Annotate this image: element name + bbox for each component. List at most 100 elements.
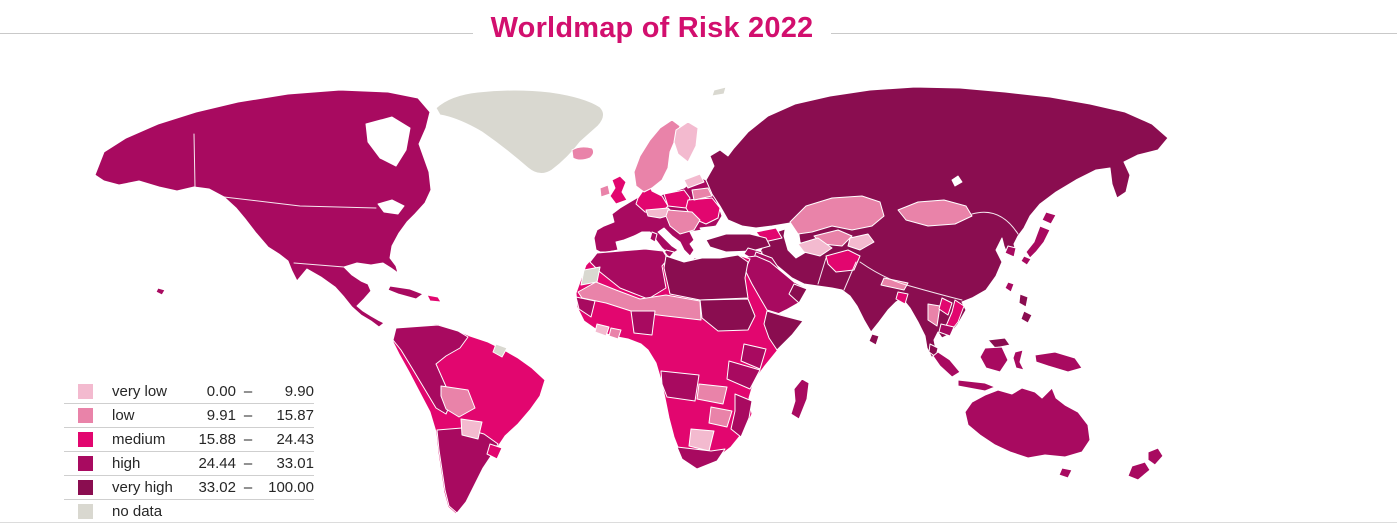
legend-label: no data <box>112 503 163 520</box>
region-iceland <box>571 146 595 161</box>
region-tasmania <box>1058 467 1073 479</box>
region-nepal <box>880 277 909 291</box>
region-borneo <box>979 346 1009 373</box>
region-south-africa <box>676 446 726 470</box>
map-legend: very low 0.00 – 9.90 low 9.91 – 15.87 me… <box>64 379 314 523</box>
legend-swatch-low <box>78 408 93 423</box>
legend-max: 9.90 <box>284 382 314 400</box>
region-south-korea <box>1004 245 1017 258</box>
region-oman <box>788 283 808 304</box>
region-zambia <box>696 383 728 405</box>
region-japan-hokkaido <box>1041 211 1057 225</box>
region-afghanistan <box>825 249 861 273</box>
region-new-zealand-south <box>1127 461 1151 481</box>
region-sahel <box>577 281 702 321</box>
region-new-zealand-north <box>1147 447 1164 466</box>
region-japan-kyushu <box>1020 255 1032 266</box>
region-chile-argentina <box>436 427 499 514</box>
region-java <box>957 379 996 392</box>
region-uruguay <box>486 443 503 460</box>
region-angola <box>660 370 700 402</box>
region-senegal-guinea <box>575 296 596 318</box>
legend-range-separator: – <box>243 382 253 400</box>
region-turkey <box>705 233 771 253</box>
legend-max: 24.43 <box>276 431 314 448</box>
region-kyrgyzstan-tajikistan <box>847 233 875 251</box>
legend-swatch-medium <box>78 432 93 447</box>
legend-swatch-high <box>78 456 93 471</box>
legend-range-separator: – <box>243 455 253 472</box>
legend-label: high <box>112 455 141 472</box>
legend-swatch-very-low <box>78 383 93 399</box>
region-north-america <box>94 89 432 328</box>
legend-swatch-no-data <box>78 504 93 519</box>
region-new-guinea <box>1034 351 1083 373</box>
region-greenland <box>435 89 604 174</box>
region-mozambique <box>730 393 753 438</box>
legend-max: 15.87 <box>276 407 314 424</box>
region-turkmenistan <box>797 237 833 257</box>
great-lakes <box>377 199 405 215</box>
legend-row-low: low 9.91 – 15.87 <box>64 403 314 427</box>
china-indochina-border <box>909 285 963 301</box>
region-french-guiana <box>492 343 508 358</box>
region-zimbabwe <box>708 406 733 428</box>
legend-label: low <box>112 407 135 424</box>
legend-range-separator: – <box>243 431 253 448</box>
legend-max: 100.00 <box>268 479 314 496</box>
region-madagascar <box>790 378 810 420</box>
legend-label: very high <box>112 479 173 496</box>
legend-swatch-very-high <box>78 480 93 495</box>
region-kenya <box>740 343 767 370</box>
legend-range-separator: – <box>243 407 253 424</box>
region-ivory-coast <box>594 323 610 337</box>
region-baltics <box>683 173 705 189</box>
region-paraguay <box>460 418 483 440</box>
india-pakistan-border <box>843 261 857 291</box>
legend-min: 24.44 <box>198 455 236 472</box>
legend-min: 15.88 <box>198 431 236 448</box>
region-bangladesh <box>895 291 909 305</box>
region-sumatra <box>932 351 961 378</box>
us-canada-border <box>223 196 377 209</box>
legend-label: medium <box>112 431 166 448</box>
legend-min: 33.02 <box>198 479 236 496</box>
region-kazakhstan <box>789 195 885 235</box>
legend-max: 33.01 <box>276 455 314 472</box>
legend-row-very-low: very low 0.00 – 9.90 <box>64 379 314 403</box>
region-australia <box>964 387 1091 459</box>
iran-pakistan-border <box>817 257 827 285</box>
bottom-rule <box>0 522 1397 523</box>
region-mongolia <box>897 199 973 227</box>
region-libya-egypt <box>663 254 749 301</box>
region-svalbard <box>711 86 727 97</box>
us-mexico-border <box>293 262 345 268</box>
region-malaysia-borneo <box>987 337 1011 349</box>
region-cuba <box>387 285 424 300</box>
region-taiwan <box>1004 281 1015 293</box>
region-nigeria <box>630 310 656 336</box>
title-wrap: Worldmap of Risk 2022 <box>0 12 1304 45</box>
legend-row-no-data: no data <box>64 499 314 523</box>
legend-min: 0.00 <box>206 382 236 400</box>
region-tanzania <box>726 360 761 390</box>
region-finland <box>673 121 699 163</box>
region-philippines-north <box>1018 293 1029 308</box>
region-ireland <box>599 184 611 198</box>
page-title: Worldmap of Risk 2022 <box>472 12 832 45</box>
region-japan-honshu <box>1025 225 1051 259</box>
russia-china-border <box>971 211 1019 235</box>
region-hispaniola <box>426 294 442 303</box>
region-united-kingdom <box>609 175 628 205</box>
region-hungary-romania-balkans <box>665 209 701 235</box>
alaska-canada-border <box>193 133 196 188</box>
region-cambodia <box>938 323 955 337</box>
region-sardinia <box>649 231 658 243</box>
hudson-bay <box>365 116 411 167</box>
region-laos <box>938 297 953 316</box>
legend-range-separator: – <box>243 479 253 496</box>
region-sri-lanka <box>868 333 880 346</box>
region-philippines-south <box>1020 310 1033 324</box>
region-belarus <box>691 187 713 201</box>
